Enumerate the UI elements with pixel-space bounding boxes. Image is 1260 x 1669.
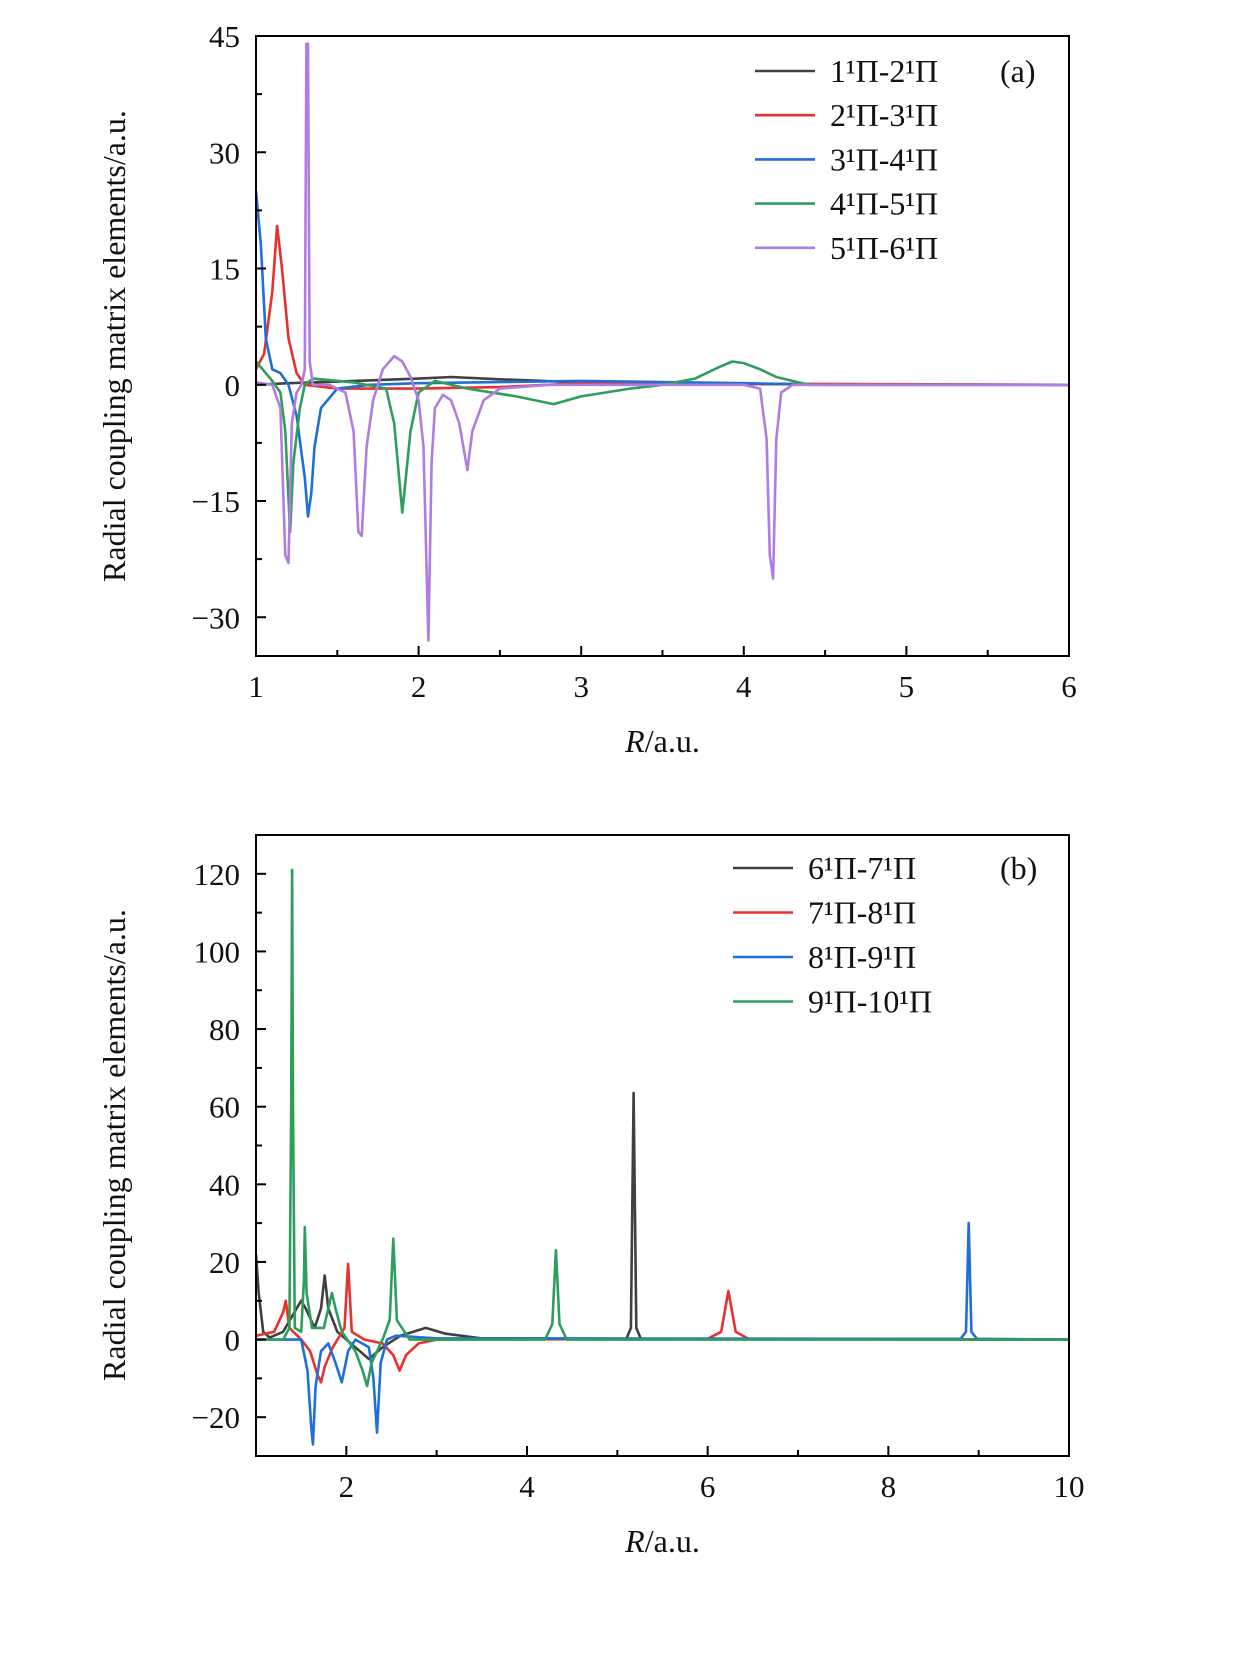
y-tick-label: 120	[194, 857, 241, 892]
y-tick-label: −20	[192, 1400, 240, 1435]
x-tick-label: 4	[519, 1469, 535, 1504]
y-tick-label: 0	[225, 368, 241, 403]
legend-label: 5¹Π-6¹Π	[830, 230, 938, 266]
series-line-1	[256, 1091, 1069, 1361]
series-line-2	[256, 224, 1069, 390]
legend-label: 3¹Π-4¹Π	[830, 141, 938, 177]
y-tick-label: 40	[209, 1167, 240, 1202]
y-tick-label: −15	[192, 484, 240, 519]
y-tick-label: 15	[209, 252, 240, 287]
y-axis-label: Radial coupling matrix elements/a.u.	[96, 909, 132, 1381]
panel-label: (a)	[1000, 53, 1036, 89]
series-line-4	[256, 360, 1069, 534]
x-tick-label: 3	[573, 669, 589, 704]
plot-frame	[255, 834, 1070, 1457]
series-line-3	[256, 190, 1069, 518]
y-axis-label: Radial coupling matrix elements/a.u.	[96, 110, 132, 582]
y-tick-label: 100	[194, 934, 241, 969]
y-tick-label: 80	[209, 1012, 240, 1047]
legend-label: 8¹Π-9¹Π	[808, 939, 916, 975]
plot-frame	[255, 35, 1070, 657]
y-tick-label: −30	[192, 600, 240, 635]
y-tick-label: 20	[209, 1245, 240, 1280]
y-tick-label: 45	[209, 19, 240, 54]
legend-label: 7¹Π-8¹Π	[808, 895, 916, 931]
y-tick-label: 60	[209, 1090, 240, 1125]
x-tick-label: 1	[248, 669, 264, 704]
x-tick-label: 5	[899, 669, 915, 704]
x-axis-label: R/a.u.	[624, 1523, 700, 1559]
x-tick-label: 6	[1061, 669, 1077, 704]
series-line-2	[256, 1262, 1069, 1384]
x-tick-label: 8	[881, 1469, 897, 1504]
legend-label: 2¹Π-3¹Π	[830, 97, 938, 133]
series-line-3	[256, 1221, 1069, 1446]
x-tick-label: 10	[1054, 1469, 1085, 1504]
x-tick-label: 2	[411, 669, 427, 704]
x-tick-label: 2	[339, 1469, 355, 1504]
x-axis-label-unit: /a.u.	[645, 1523, 700, 1559]
series-line-4	[256, 868, 1069, 1388]
x-axis-label-unit: /a.u.	[645, 723, 700, 759]
chart-panel-b: 2 4 6 8 10 −20 0 20 40 60 80 100 120 Radial coupling …	[96, 834, 1085, 1559]
legend-label: 4¹Π-5¹Π	[830, 186, 938, 222]
series-line-5	[256, 42, 1069, 642]
y-tick-label: 0	[225, 1323, 241, 1358]
y-tick-label: 30	[209, 135, 240, 170]
legend-label: 6¹Π-7¹Π	[808, 850, 916, 886]
x-axis-label-variable: R	[624, 1523, 645, 1559]
x-tick-label: 6	[700, 1469, 716, 1504]
x-axis-label: R/a.u.	[624, 723, 700, 759]
legend-label: 9¹Π-10¹Π	[808, 984, 932, 1020]
x-tick-label: 4	[736, 669, 752, 704]
legend-label: 1¹Π-2¹Π	[830, 53, 938, 89]
panel-label: (b)	[1000, 850, 1037, 886]
x-axis-label-variable: R	[624, 723, 645, 759]
